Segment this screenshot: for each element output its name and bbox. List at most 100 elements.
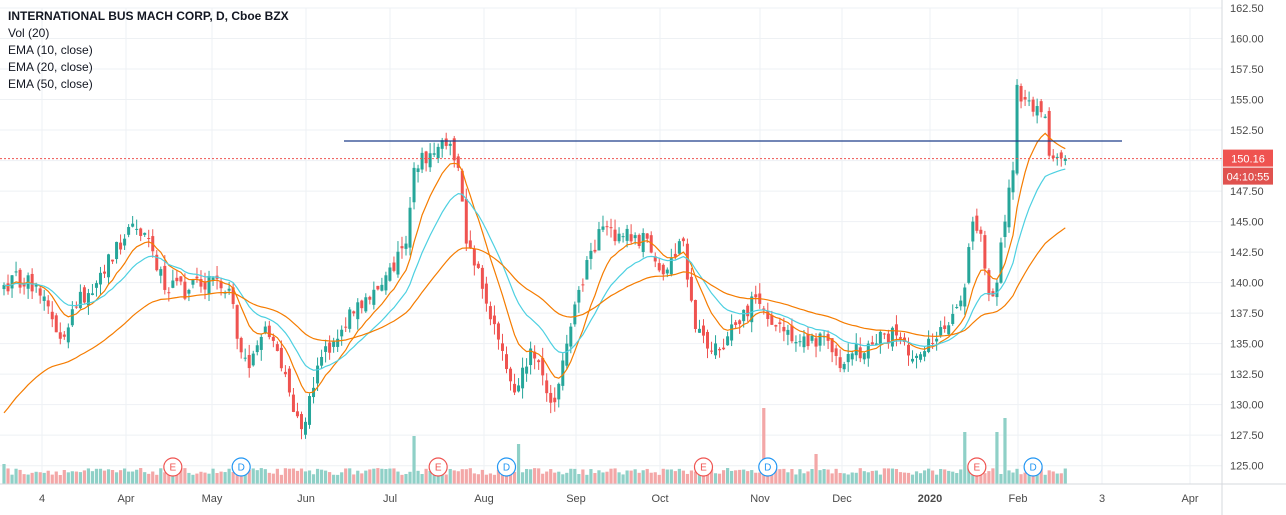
candle: [392, 256, 396, 273]
candle: [718, 347, 722, 358]
volume-bar: [565, 472, 569, 484]
candle: [50, 301, 54, 328]
volume-bar: [665, 469, 669, 484]
volume-bar: [90, 471, 95, 484]
candle: [488, 301, 492, 326]
candle: [629, 224, 633, 244]
candle: [935, 331, 939, 351]
candle: [291, 387, 295, 413]
earnings-marker[interactable]: E: [693, 457, 714, 477]
volume-bar: [1023, 472, 1027, 484]
candle: [476, 261, 480, 270]
candle: [529, 341, 533, 375]
candle: [975, 208, 979, 234]
candle: [199, 270, 203, 293]
volume-bar: [10, 474, 14, 484]
volume-bar: [155, 474, 159, 484]
candle: [436, 143, 440, 164]
volume-bar: [396, 471, 400, 484]
volume-bar: [420, 473, 424, 484]
candle: [207, 270, 211, 302]
volume-bar: [661, 468, 665, 484]
volume-bar: [311, 474, 316, 484]
volume-bar: [770, 469, 774, 484]
candle: [541, 347, 545, 386]
candle: [287, 366, 291, 397]
volume-bar: [319, 469, 324, 484]
volume-bar: [118, 470, 123, 484]
volume-bar: [605, 471, 609, 484]
indicator-ema-20[interactable]: EMA (20, close): [8, 60, 93, 74]
candle: [581, 278, 585, 292]
candle: [2, 282, 6, 296]
volume-bar: [673, 471, 677, 484]
candle: [533, 345, 537, 370]
candle: [424, 150, 428, 172]
volume-bar: [593, 473, 597, 484]
x-tick-label: 3: [1099, 493, 1105, 505]
candle: [621, 232, 625, 243]
candle: [460, 168, 464, 202]
volume-bar: [472, 473, 476, 484]
indicator-volume[interactable]: Vol (20): [8, 26, 50, 40]
dividend-marker[interactable]: D: [496, 457, 517, 477]
volume-bar: [484, 474, 488, 484]
svg-text:D: D: [238, 463, 245, 474]
volume-bar: [428, 470, 432, 484]
candle: [726, 331, 730, 346]
volume-bar: [754, 472, 758, 484]
volume-bar: [448, 468, 452, 484]
volume-bar: [955, 473, 959, 484]
volume-bar: [878, 474, 882, 484]
volume-bar: [766, 471, 770, 484]
candle: [818, 332, 822, 352]
candle: [1055, 153, 1059, 166]
earnings-marker[interactable]: E: [163, 457, 183, 477]
volume-bar: [295, 470, 300, 484]
candle: [1003, 214, 1007, 248]
y-tick-label: 152.50: [1230, 125, 1264, 137]
volume-bar: [822, 469, 826, 484]
dividend-marker[interactable]: D: [758, 457, 778, 477]
volume-bar: [235, 471, 239, 484]
volume-bar: [291, 468, 296, 484]
earnings-marker[interactable]: E: [967, 457, 987, 477]
candle: [42, 289, 46, 311]
candle: [657, 257, 661, 273]
volume-bar: [862, 471, 866, 484]
volume-bar: [581, 469, 585, 484]
candle: [746, 303, 750, 322]
earnings-marker[interactable]: E: [428, 457, 448, 477]
candle: [54, 313, 58, 333]
candle: [412, 162, 416, 210]
candle: [143, 232, 147, 237]
symbol-title[interactable]: INTERNATIONAL BUS MACH CORP, D, Cboe BZX: [8, 9, 289, 23]
volume-bar: [689, 470, 694, 484]
volume-bar: [416, 470, 420, 484]
volume-bar: [886, 468, 890, 484]
volume-bar: [50, 474, 54, 484]
dividend-marker[interactable]: D: [1023, 457, 1043, 477]
x-tick-label: Nov: [750, 493, 770, 505]
indicator-ema-10[interactable]: EMA (10, close): [8, 43, 93, 57]
volume-bar: [617, 472, 621, 484]
volume-bar: [143, 472, 147, 484]
candle: [971, 216, 975, 250]
volume-bar: [979, 472, 983, 484]
volume-bar: [545, 471, 549, 484]
y-tick-label: 145.00: [1230, 217, 1264, 229]
candle: [770, 310, 774, 325]
volume-bars: [2, 408, 1067, 484]
candle: [404, 235, 408, 256]
volume-bar: [589, 469, 593, 484]
candle: [573, 301, 577, 327]
dividend-marker[interactable]: D: [231, 457, 251, 477]
volume-bar: [388, 468, 392, 484]
chart-grid: [0, 7, 1222, 484]
volume-bar: [2, 464, 6, 484]
indicator-ema-50[interactable]: EMA (50, close): [8, 77, 93, 91]
candle: [123, 234, 127, 250]
